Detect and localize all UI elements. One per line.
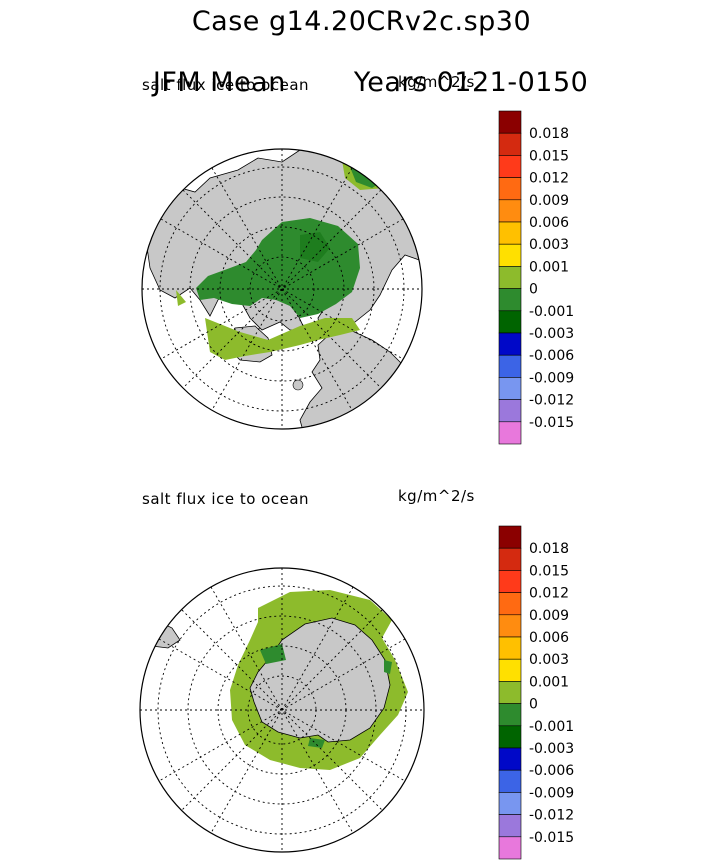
south-colorbar-label: -0.001 bbox=[529, 719, 574, 735]
south-colorbar-label: 0 bbox=[529, 697, 538, 713]
south-coastal-polynya-3 bbox=[384, 660, 392, 674]
south-map-border bbox=[139, 567, 425, 853]
south-colorbar-swatch bbox=[498, 636, 522, 660]
north-colorbar-label: -0.015 bbox=[529, 415, 574, 431]
north-colorbar-label: 0 bbox=[529, 282, 538, 298]
north-colorbar-label: -0.001 bbox=[529, 304, 574, 320]
south-colorbar-swatch bbox=[498, 614, 522, 638]
south-colorbar-swatch bbox=[498, 592, 522, 616]
south-colorbar-label: -0.006 bbox=[529, 763, 574, 779]
south-panel-units: kg/m^2/s bbox=[398, 487, 475, 505]
south-land-antarctica bbox=[249, 617, 391, 743]
north-colorbar-swatch bbox=[498, 377, 522, 400]
south-colorbar-swatch bbox=[498, 570, 522, 593]
south-colorbar-swatch bbox=[498, 792, 522, 815]
south-colorbar-label: -0.009 bbox=[529, 785, 574, 801]
south-polar-map bbox=[139, 567, 425, 853]
north-colorbar-swatch bbox=[498, 421, 522, 445]
north-colorbar-label: 0.003 bbox=[529, 237, 569, 253]
south-colorbar-label: 0.006 bbox=[529, 630, 569, 646]
south-coastal-polynya-2 bbox=[308, 738, 325, 748]
south-colorbar-swatch bbox=[498, 525, 522, 549]
south-colorbar-swatch bbox=[498, 547, 522, 571]
south-colorbar-swatch bbox=[498, 681, 522, 704]
north-land-iceland bbox=[292, 379, 304, 391]
north-colorbar-swatch bbox=[498, 243, 522, 267]
north-colorbar-label: -0.006 bbox=[529, 348, 574, 364]
south-colorbar-label: 0.009 bbox=[529, 608, 569, 624]
south-colorbar-swatch bbox=[498, 703, 522, 727]
south-colorbar-swatch bbox=[498, 747, 522, 771]
north-colorbar-swatch bbox=[498, 288, 522, 312]
years-label: Years 0121-0150 bbox=[353, 67, 589, 98]
south-colorbar-label: -0.012 bbox=[529, 808, 574, 824]
south-panel-title: salt flux ice to ocean bbox=[142, 490, 310, 508]
south-colorbar-swatch bbox=[498, 769, 522, 793]
north-colorbar-swatch bbox=[498, 310, 522, 334]
north-colorbar-swatch bbox=[498, 399, 522, 423]
north-colorbar-swatch bbox=[498, 110, 522, 134]
north-coastal-ice bbox=[300, 232, 330, 262]
south-colorbar-swatch bbox=[498, 836, 522, 860]
north-colorbar-label: -0.003 bbox=[529, 326, 574, 342]
south-colorbar-swatch bbox=[498, 658, 522, 682]
north-colorbar-swatch bbox=[498, 132, 522, 156]
south-colorbar-label: 0.003 bbox=[529, 652, 569, 668]
north-colorbar-swatch bbox=[498, 332, 522, 356]
north-map-border bbox=[141, 148, 423, 430]
north-colorbar-label: -0.012 bbox=[529, 393, 574, 409]
figure-title-line1: Case g14.20CRv2c.sp30 bbox=[191, 6, 532, 37]
north-colorbar-label: 0.009 bbox=[529, 193, 569, 209]
south-colorbar-label: -0.003 bbox=[529, 741, 574, 757]
figure-title-line2: JFM Mean Years 0121-0150 bbox=[0, 36, 723, 98]
south-colorbar-label: 0.012 bbox=[529, 586, 569, 602]
north-polar-map bbox=[141, 148, 423, 430]
south-colorbar-label: -0.015 bbox=[529, 830, 574, 846]
south-colorbar-label: 0.015 bbox=[529, 563, 569, 579]
north-colorbar-label: 0.012 bbox=[529, 171, 569, 187]
north-colorbar-label: 0.018 bbox=[529, 126, 569, 142]
north-colorbar-swatch bbox=[498, 266, 522, 289]
north-panel-units: kg/m^2/s bbox=[398, 73, 475, 91]
north-lat-grid bbox=[142, 149, 422, 429]
south-colorbar: 0.018 0.015 0.012 0.009 0.006 0.003 0.001 0 -0.0… bbox=[498, 525, 574, 860]
north-colorbar-swatch bbox=[498, 155, 522, 178]
north-colorbar-label: 0.001 bbox=[529, 259, 569, 275]
south-colorbar-label: 0.018 bbox=[529, 541, 569, 557]
north-panel-title: salt flux ice to ocean bbox=[142, 76, 310, 94]
north-colorbar-swatch bbox=[498, 354, 522, 378]
south-lat-grid bbox=[140, 568, 424, 852]
north-colorbar-swatch bbox=[498, 199, 522, 223]
south-colorbar-swatch bbox=[498, 725, 522, 749]
north-colorbar: 0.018 0.015 0.012 0.009 0.006 0.003 0.001 0 -0.0… bbox=[498, 110, 574, 445]
south-colorbar-swatch bbox=[498, 814, 522, 838]
season-label: JFM Mean bbox=[152, 67, 286, 98]
north-colorbar-label: 0.015 bbox=[529, 148, 569, 164]
north-colorbar-swatch bbox=[498, 221, 522, 245]
north-colorbar-label: -0.009 bbox=[529, 370, 574, 386]
north-central-arctic-ice bbox=[196, 158, 385, 318]
north-colorbar-label: 0.006 bbox=[529, 215, 569, 231]
north-colorbar-swatch bbox=[498, 177, 522, 201]
south-coastal-polynya-1 bbox=[260, 644, 286, 664]
south-colorbar-label: 0.001 bbox=[529, 674, 569, 690]
